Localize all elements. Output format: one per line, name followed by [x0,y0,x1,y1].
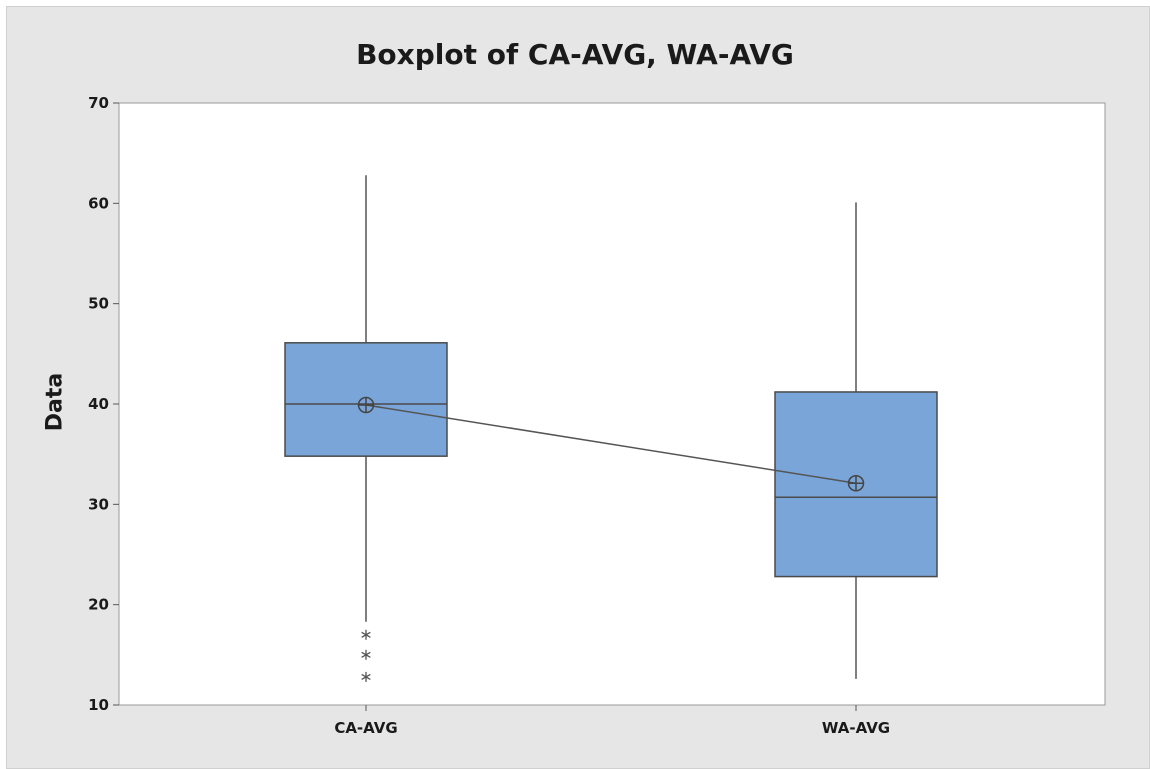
box-ca-avg [284,175,448,682]
y-tick-label: 70 [88,94,109,112]
y-tick-label: 50 [88,295,109,313]
mean-connect-line [365,404,857,485]
x-tick-label: WA-AVG [822,719,890,737]
mean-line-layer [365,404,857,485]
outlier-point [361,629,371,640]
plot-area [118,102,1106,706]
x-tick-label: CA-AVG [334,719,397,737]
outlier-point [361,649,371,660]
y-tick-label: 10 [88,696,109,714]
outlier-point [361,671,371,682]
y-tick-label: 30 [88,495,109,513]
y-axis: 10 20 30 40 50 60 70 [88,94,119,714]
means [357,396,865,492]
y-tick-label: 60 [88,194,109,212]
boxes [284,175,938,682]
y-tick-label: 40 [88,395,109,413]
chart-title: Boxplot of CA-AVG, WA-AVG [356,38,794,71]
mean-marker [847,475,865,492]
x-axis: CA-AVG WA-AVG [334,705,890,737]
y-tick-label: 20 [88,596,109,614]
mean-marker [357,396,375,414]
